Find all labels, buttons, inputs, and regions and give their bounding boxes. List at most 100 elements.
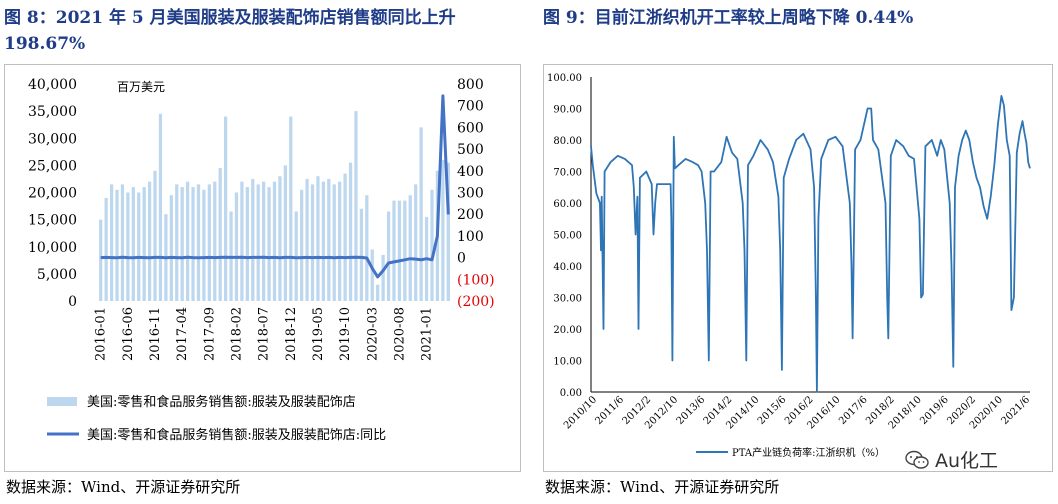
x-tick-label: 2021/6 <box>999 394 1032 427</box>
bar <box>126 192 130 301</box>
x-tick-label: 2017-09 <box>202 307 217 361</box>
x-tick-label: 2015/6 <box>756 394 789 427</box>
y-tick-label: 20.00 <box>553 325 582 336</box>
y-left-tick-label: 40,000 <box>28 77 77 93</box>
bar <box>185 181 190 301</box>
bar <box>213 181 217 301</box>
bar <box>408 195 412 301</box>
y-tick-label: 30.00 <box>553 294 582 305</box>
chart-legend: 美国:零售和食品服务销售额:服装及服装配饰店 美国:零售和食品服务销售额:服装及… <box>47 394 386 443</box>
bar <box>310 184 315 301</box>
bar <box>343 173 347 301</box>
x-tick-label: 2019-05 <box>311 307 326 361</box>
line-chart: 0.00 10.00 20.00 30.00 40.00 50.00 60.00 70.00 8… <box>547 73 1032 459</box>
x-tick-label: 2011/6 <box>594 394 627 427</box>
bar <box>131 187 135 301</box>
x-tick-label: 2010/10 <box>562 394 599 431</box>
bar <box>327 178 331 301</box>
legend-bar-label: 美国:零售和食品服务销售额:服装及服装配饰店 <box>87 394 356 410</box>
bar <box>359 208 364 301</box>
bar <box>441 159 445 301</box>
legend-line-label: 美国:零售和食品服务销售额:服装及服装配饰店:同比 <box>87 427 386 443</box>
y-right-tick-label: 500 <box>457 142 484 158</box>
bar <box>202 189 206 301</box>
bar <box>403 200 407 301</box>
x-tick-label: 2016-01 <box>94 307 109 361</box>
bar <box>370 249 374 301</box>
legend-label: PTA产业链负荷率:江浙织机（%） <box>732 446 885 459</box>
bar <box>392 200 396 301</box>
bar <box>365 195 369 301</box>
legend-bar-swatch <box>47 397 77 406</box>
y-right-tick-label: 400 <box>457 164 484 180</box>
y-left-tick-label: 20,000 <box>28 186 77 202</box>
bar <box>218 168 222 301</box>
bar <box>120 184 125 301</box>
bar <box>272 181 277 301</box>
figure-8-chart: 0 5,000 10,000 15,000 20,000 25,000 30,000 35,0… <box>4 64 521 472</box>
y-tick-label: 70.00 <box>553 168 582 179</box>
bar <box>381 254 385 301</box>
bar-line-chart: 0 5,000 10,000 15,000 20,000 25,000 30,000 35,0… <box>28 77 495 443</box>
x-tick-label: 2017-04 <box>175 307 190 361</box>
x-tick-label: 2021-01 <box>420 307 435 361</box>
y-right-tick-label: 700 <box>457 99 484 115</box>
bar <box>191 187 195 301</box>
y-tick-label: 50.00 <box>553 231 582 242</box>
bar <box>419 127 423 302</box>
unit-label: 百万美元 <box>117 80 165 94</box>
bar <box>294 211 298 301</box>
x-tick-label: 2018-02 <box>229 307 244 361</box>
bar <box>376 284 380 301</box>
y-right-tick-label: 200 <box>457 207 484 223</box>
x-tick-label: 2020-03 <box>365 307 380 361</box>
bar <box>137 192 141 301</box>
y-left-tick-label: 0 <box>68 294 77 310</box>
y-tick-label: 40.00 <box>553 262 582 273</box>
y-right-tick-label: 300 <box>457 186 484 202</box>
bar <box>430 189 434 301</box>
y-tick-label: 100.00 <box>547 73 582 84</box>
bar <box>99 219 103 301</box>
bar <box>115 189 119 301</box>
bar <box>147 181 152 301</box>
y-right-tick-label: 0 <box>457 251 466 267</box>
x-tick-label: 2017/6 <box>837 394 870 427</box>
bar <box>386 211 391 301</box>
y-left-tick-label: 5,000 <box>37 267 77 283</box>
bar <box>234 192 239 301</box>
x-tick-label: 2016-11 <box>148 307 163 361</box>
bar <box>169 195 173 301</box>
bar <box>267 187 271 301</box>
y-tick-label: 60.00 <box>553 199 582 210</box>
bar <box>158 113 163 302</box>
bar <box>354 111 358 301</box>
bar <box>223 116 228 301</box>
x-tick-label: 2019/6 <box>918 394 951 427</box>
bar <box>300 189 304 301</box>
bar <box>153 170 157 301</box>
bar <box>109 184 114 301</box>
bar <box>332 184 336 301</box>
bar <box>175 184 179 301</box>
figure-9-title: 图 9：目前江浙织机开工率较上周略下降 0.44% <box>543 8 914 28</box>
bar <box>245 187 249 301</box>
watermark-text: Au化工 <box>935 450 999 472</box>
operating-rate-line <box>590 94 1031 393</box>
y-right-tick-label: (200) <box>457 294 495 310</box>
bar <box>256 184 260 301</box>
x-tick-label: 2020-08 <box>392 307 407 361</box>
y-left-tick-label: 35,000 <box>28 104 77 120</box>
y-left-tick-label: 10,000 <box>28 240 77 256</box>
chart-legend: PTA产业链负荷率:江浙织机（%） <box>696 446 885 459</box>
bar <box>316 176 320 301</box>
y-right-tick-label: 100 <box>457 229 484 245</box>
watermark: Au化工 <box>905 446 998 473</box>
bar <box>180 187 184 301</box>
x-tick-label: 2018-12 <box>284 307 299 361</box>
y-tick-label: 10.00 <box>553 357 582 368</box>
y-left-tick-label: 25,000 <box>28 158 77 174</box>
bar <box>251 178 255 301</box>
x-tick-label: 2016-06 <box>121 307 136 361</box>
bar <box>289 116 293 301</box>
